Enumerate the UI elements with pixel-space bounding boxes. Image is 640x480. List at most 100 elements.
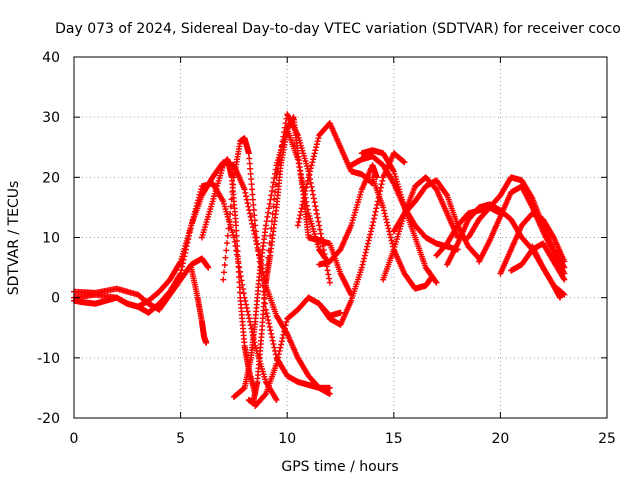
data-point (262, 391, 269, 398)
data-point (183, 243, 190, 250)
data-point (249, 191, 256, 198)
data-point (182, 249, 189, 256)
data-point (246, 318, 253, 325)
data-point (243, 196, 250, 203)
data-point (313, 210, 320, 217)
data-point (270, 203, 277, 210)
data-point (268, 330, 275, 337)
data-point (187, 225, 194, 232)
data-point (240, 286, 247, 293)
data-point (222, 254, 229, 261)
data-point (360, 258, 367, 265)
data-point (243, 301, 250, 308)
data-point (361, 252, 368, 259)
data-point (316, 222, 323, 229)
data-point (179, 260, 186, 267)
data-point (301, 191, 308, 198)
data-point (264, 313, 271, 320)
data-point (294, 222, 301, 229)
data-point (385, 225, 392, 232)
data-point (251, 217, 258, 224)
data-point (310, 195, 317, 202)
y-tick-label: 10 (42, 231, 60, 247)
data-point (300, 198, 307, 205)
data-point (326, 384, 333, 391)
data-point (313, 144, 320, 151)
x-tick-label: 15 (385, 431, 403, 447)
x-tick-label: 5 (176, 431, 185, 447)
data-point (248, 176, 255, 183)
data-point (247, 170, 254, 177)
data-point (186, 229, 193, 236)
data-point (242, 189, 249, 196)
data-point (233, 237, 240, 244)
x-axis-label: GPS time / hours (281, 459, 398, 475)
data-point (234, 243, 241, 250)
x-tick-label: 0 (70, 431, 79, 447)
data-point (256, 252, 263, 259)
data-point (276, 347, 283, 354)
data-point (249, 186, 256, 193)
data-point (185, 236, 192, 243)
y-tick-label: 40 (42, 50, 60, 66)
data-point (262, 300, 269, 307)
data-point (228, 196, 235, 203)
data-point (321, 251, 328, 258)
data-point (244, 200, 251, 207)
data-point (220, 276, 227, 283)
data-point (386, 231, 393, 238)
data-point (250, 206, 257, 213)
data-point (250, 201, 257, 208)
data-point (269, 183, 276, 190)
data-point (277, 344, 284, 351)
data-point (315, 218, 322, 225)
data-point (235, 268, 242, 275)
data-point (236, 274, 243, 281)
data-point (235, 263, 242, 270)
data-point (278, 338, 285, 345)
data-point (366, 234, 373, 241)
data-point (370, 219, 377, 226)
data-point (243, 304, 250, 311)
data-point (266, 200, 273, 207)
data-point (246, 160, 253, 167)
x-tick-label: 20 (491, 431, 509, 447)
data-point (312, 203, 319, 210)
y-axis-label: SDTVAR / TECUs (6, 181, 22, 296)
data-point (310, 191, 317, 198)
data-point (302, 188, 309, 195)
data-point (254, 240, 261, 247)
data-point (236, 289, 243, 296)
data-point (271, 344, 278, 351)
data-point (185, 232, 192, 239)
data-point (384, 222, 391, 229)
data-point (326, 279, 333, 286)
data-point (309, 187, 316, 194)
data-point (243, 193, 250, 200)
data-point (311, 199, 318, 206)
x-tick-label: 25 (598, 431, 616, 447)
data-point (368, 225, 375, 232)
data-point (252, 222, 259, 229)
series-prn-k (294, 120, 376, 229)
data-point (361, 255, 368, 262)
data-point (268, 334, 275, 341)
data-point (219, 197, 226, 204)
data-series (71, 111, 568, 409)
data-point (313, 141, 320, 148)
data-point (266, 323, 273, 330)
data-point (303, 184, 310, 191)
data-point (369, 222, 376, 229)
data-point (205, 264, 212, 271)
data-point (233, 232, 240, 239)
data-point (246, 210, 253, 217)
data-point (305, 174, 312, 181)
data-point (326, 390, 333, 397)
data-point (269, 337, 276, 344)
data-point (367, 231, 374, 238)
data-point (265, 205, 272, 212)
data-point (240, 290, 247, 297)
data-point (365, 237, 372, 244)
data-point (270, 341, 277, 348)
